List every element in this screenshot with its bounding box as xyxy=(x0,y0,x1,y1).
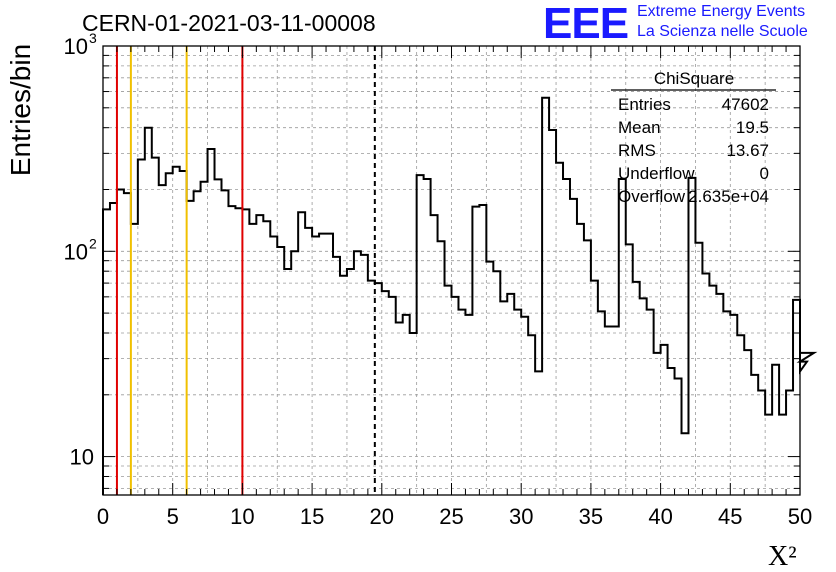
y-tick-exponent: 2 xyxy=(89,235,97,251)
x-tick-label: 25 xyxy=(439,504,463,529)
eee-logo: EEE xyxy=(543,0,629,48)
stats-value-entries: 47602 xyxy=(722,95,769,114)
y-tick-label: 10 xyxy=(64,239,88,264)
chart-title: CERN-01-2021-03-11-00008 xyxy=(82,10,376,36)
stats-label-rms: RMS xyxy=(618,141,656,160)
x-tick-label: 40 xyxy=(648,504,672,529)
y-tick-label: 10 xyxy=(70,445,94,470)
axis-ticks xyxy=(102,45,801,495)
x-tick-label: 5 xyxy=(167,504,179,529)
stats-label-underflow: Underflow xyxy=(618,164,695,183)
stats-label-entries: Entries xyxy=(618,95,671,114)
stats-value-overflow: 2.635e+04 xyxy=(688,187,769,206)
stats-label-mean: Mean xyxy=(618,118,661,137)
stats-title: ChiSquare xyxy=(654,69,734,88)
reference-lines xyxy=(115,46,376,495)
histogram-step-line xyxy=(102,96,818,495)
x-tick-label: 50 xyxy=(788,504,812,529)
y-tick-label: 10 xyxy=(64,34,88,59)
x-tick-label: 20 xyxy=(370,504,394,529)
logo-tagline-1: Extreme Energy Events xyxy=(637,3,806,20)
x-tick-label: 15 xyxy=(300,504,324,529)
histogram-series xyxy=(102,96,818,495)
stats-value-underflow: 0 xyxy=(760,164,769,183)
y-axis-label: Entries/bin xyxy=(5,44,36,176)
stats-value-rms: 13.67 xyxy=(726,141,769,160)
x-tick-label: 0 xyxy=(97,504,109,529)
stats-box: ChiSquare Entries 47602 Mean 19.5 RMS 13… xyxy=(611,69,776,206)
x-tick-label: 45 xyxy=(718,504,742,529)
grid-lines xyxy=(103,46,800,495)
stats-label-overflow: Overflow xyxy=(618,187,686,206)
x-tick-label: 30 xyxy=(509,504,533,529)
x-axis-label: X² xyxy=(768,541,797,572)
logo-tagline-2: La Scienza nelle Scuole xyxy=(637,23,808,40)
x-tick-label: 10 xyxy=(230,504,254,529)
y-tick-exponent: 3 xyxy=(89,30,97,46)
stats-value-mean: 19.5 xyxy=(736,118,769,137)
x-tick-label: 35 xyxy=(579,504,603,529)
